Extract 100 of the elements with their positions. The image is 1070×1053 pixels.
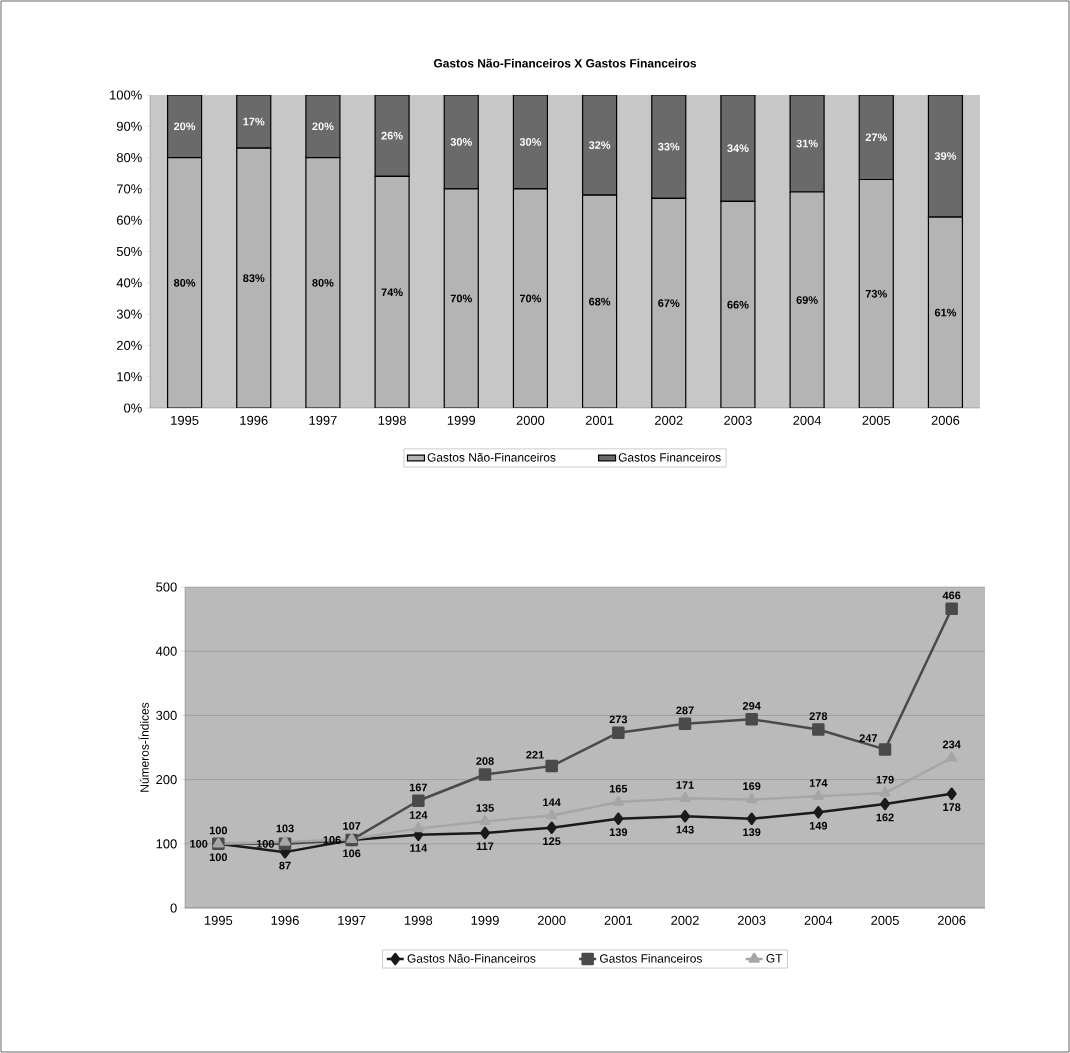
legend-label: GT: [766, 954, 783, 963]
data-label: 114: [410, 844, 428, 852]
x-tick-label: 2003: [724, 415, 752, 425]
data-label: 221: [526, 750, 544, 759]
data-label: 171: [676, 781, 694, 789]
data-label: 144: [543, 798, 561, 807]
x-tick-label: 1997: [338, 915, 366, 925]
x-tick-label: 2005: [871, 915, 899, 925]
data-label: 66%: [727, 300, 749, 309]
legend-label: Gastos Financeiros: [618, 452, 721, 462]
data-label: 174: [809, 779, 828, 787]
data-label: 100: [209, 853, 228, 862]
data-label: 73%: [865, 289, 887, 298]
data-label: 17%: [243, 117, 265, 126]
x-tick-label: 2006: [937, 915, 966, 925]
data-label: 34%: [727, 144, 749, 153]
x-tick-label: 2000: [537, 915, 566, 925]
data-label: 103: [276, 824, 294, 833]
y-tick-label: 100: [156, 839, 177, 849]
data-label: 135: [476, 804, 494, 812]
data-label: 106: [323, 836, 341, 844]
y-tick-label: 100%: [110, 90, 142, 100]
y-tick-label: 50%: [116, 246, 142, 257]
y-tick-label: 30%: [116, 309, 142, 319]
y-tick-label: 20%: [116, 340, 142, 350]
x-tick-label: 1998: [404, 915, 433, 925]
legend-label: Gastos Não-Financeiros: [427, 452, 556, 462]
y-tick-label: 0: [170, 903, 177, 913]
data-label: 273: [609, 715, 628, 724]
x-tick-label: 2002: [671, 915, 699, 925]
data-label: 100: [190, 839, 208, 848]
data-label: 20%: [312, 122, 334, 131]
data-label: 278: [809, 712, 828, 721]
data-label: 67%: [658, 299, 680, 308]
x-tick-label: 1996: [271, 915, 299, 925]
y-tick-label: 10%: [117, 372, 142, 382]
x-tick-label: 1999: [471, 915, 499, 925]
x-tick-label: 1995: [204, 915, 233, 925]
x-tick-label: 1998: [378, 415, 406, 425]
data-label: 139: [743, 828, 761, 837]
x-tick-label: 1996: [240, 415, 268, 425]
data-label: 143: [676, 825, 694, 834]
data-label: 466: [942, 591, 961, 600]
x-tick-label: 2001: [585, 415, 614, 425]
data-label: 106: [343, 849, 361, 858]
data-label: 20%: [173, 122, 196, 131]
data-label: 70%: [519, 294, 542, 303]
data-label: 26%: [381, 131, 403, 140]
y-tick-label: 80%: [116, 153, 142, 163]
data-label: 27%: [865, 133, 887, 142]
y-tick-label: 40%: [116, 278, 142, 288]
y-tick-label: 200: [156, 775, 177, 785]
y-tick-label: 500: [156, 582, 177, 592]
x-tick-label: 2003: [737, 915, 766, 925]
data-label: 208: [476, 757, 494, 765]
chart-title: Gastos Não-Financeiros X Gastos Financeiros: [433, 58, 697, 68]
data-label: 100: [256, 839, 275, 848]
data-label: 162: [876, 813, 894, 822]
data-label: 87: [279, 861, 291, 870]
x-tick-label: 1999: [447, 415, 476, 425]
data-label: 80%: [173, 278, 196, 287]
data-label: 30%: [519, 138, 542, 146]
x-tick-label: 2004: [793, 415, 822, 425]
data-label: 149: [809, 821, 828, 830]
data-label: 31%: [796, 139, 818, 148]
data-label: 247: [859, 734, 877, 742]
y-tick-label: 70%: [116, 184, 142, 194]
y-tick-label: 60%: [116, 215, 142, 225]
data-label: 178: [943, 803, 961, 812]
data-label: 124: [409, 811, 428, 819]
data-label: 39%: [934, 152, 957, 160]
data-label: 139: [609, 828, 628, 837]
x-tick-label: 2005: [862, 415, 891, 425]
data-label: 167: [409, 783, 427, 792]
x-tick-label: 1997: [309, 415, 337, 425]
data-label: 179: [876, 775, 894, 784]
y-tick-label: 90%: [116, 121, 142, 131]
data-label: 30%: [450, 138, 472, 146]
y-tick-label: 300: [156, 710, 177, 720]
data-label: 125: [543, 837, 561, 846]
data-label: 83%: [243, 274, 265, 282]
data-label: 294: [742, 701, 761, 710]
x-tick-label: 2002: [655, 415, 683, 425]
y-axis-title: Números-Índices: [138, 702, 149, 792]
legend-label: Gastos Não-Financeiros: [407, 953, 536, 963]
x-tick-label: 1995: [171, 415, 199, 425]
data-label: 33%: [658, 142, 680, 151]
legend-label: Gastos Financeiros: [600, 953, 702, 963]
data-label: 165: [609, 784, 628, 793]
data-label: 32%: [588, 141, 611, 149]
x-tick-label: 2000: [516, 415, 545, 425]
data-label: 74%: [381, 288, 403, 297]
data-label: 80%: [312, 278, 334, 287]
data-label: 107: [343, 822, 361, 830]
x-tick-label: 2001: [604, 915, 633, 925]
data-label: 117: [476, 842, 494, 850]
data-label: 287: [676, 706, 694, 715]
data-label: 70%: [450, 294, 472, 303]
data-label: 69%: [796, 296, 818, 304]
data-label: 234: [942, 740, 961, 749]
